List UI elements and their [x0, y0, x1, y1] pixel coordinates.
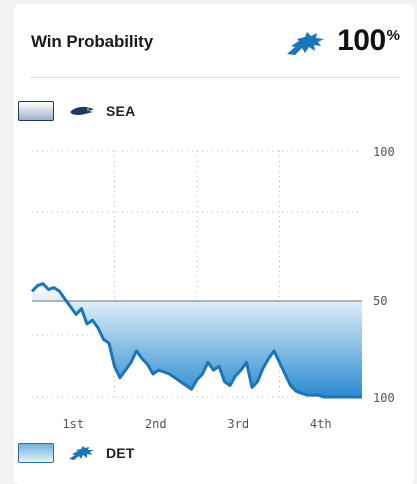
legend-team-name-top: SEA [106, 103, 136, 119]
det-swatch [18, 443, 54, 463]
det-probability-area [32, 283, 362, 397]
win-probability-card: Win Probability 100 % [14, 4, 414, 484]
card-title: Win Probability [31, 32, 154, 51]
y-tick-label: 100 [373, 391, 395, 405]
lions-logo-icon [287, 32, 325, 55]
x-tick-label: 4th [310, 417, 332, 431]
legend-top-team: SEA [18, 100, 135, 122]
leader-unit: % [386, 27, 400, 44]
header-divider [31, 77, 400, 78]
sea-swatch [18, 101, 54, 121]
seahawks-logo-icon [70, 106, 94, 115]
y-tick-label: 50 [373, 294, 387, 308]
y-tick-label: 100 [373, 145, 395, 159]
legend-bottom-team: DET [18, 442, 135, 464]
lions-logo-icon [69, 446, 94, 460]
x-tick-label: 1st [62, 417, 84, 431]
card-header: Win Probability 100 % [31, 24, 400, 66]
x-tick-label: 3rd [227, 417, 249, 431]
legend-team-name-bottom: DET [106, 445, 135, 461]
leader-value: 100 [337, 24, 386, 57]
leader-probability: 100 % [285, 24, 400, 58]
det-probability-line [30, 282, 362, 399]
x-tick-label: 2nd [145, 417, 167, 431]
